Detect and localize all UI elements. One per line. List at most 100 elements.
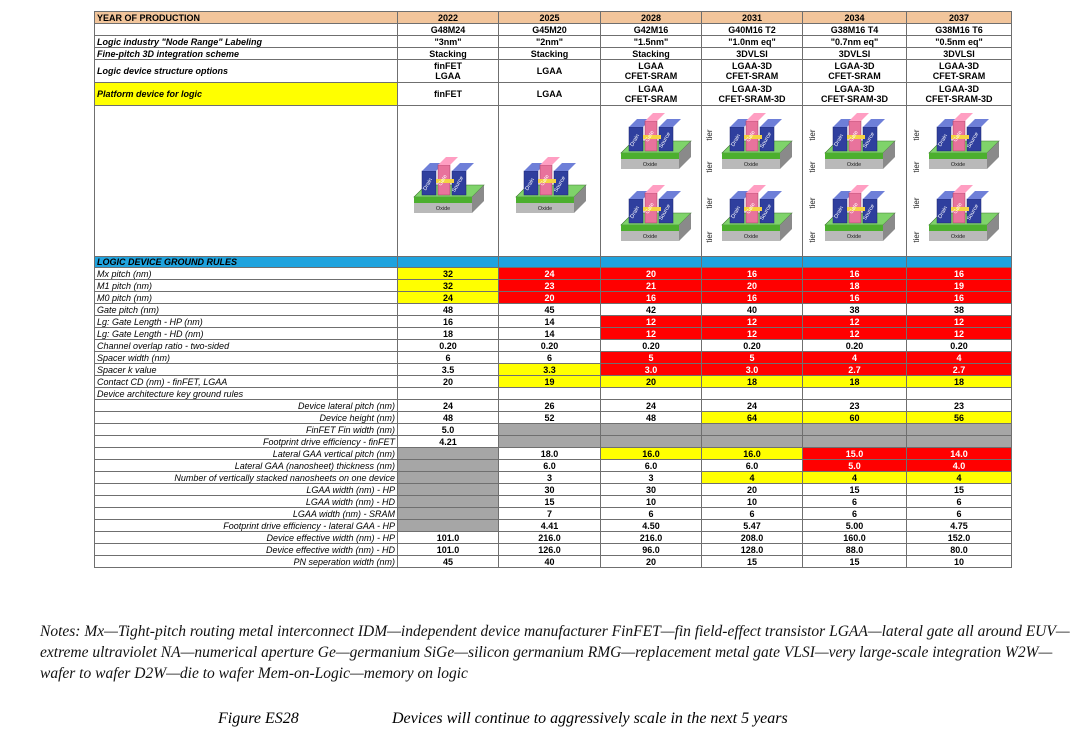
rule-value: 40 xyxy=(701,303,803,316)
integration-label: Fine-pitch 3D integration scheme xyxy=(94,47,398,60)
section-cell xyxy=(906,256,1012,268)
arch-rule-value: 3 xyxy=(600,471,702,484)
arch-rule-value xyxy=(600,435,702,448)
arch-rule-value xyxy=(498,423,601,436)
arch-rule-value: 15 xyxy=(701,555,803,568)
arch-rule-value: 4 xyxy=(906,471,1012,484)
diagram-text: Oxide xyxy=(846,234,860,240)
node-code-cell: G38M16 T6 xyxy=(906,23,1012,36)
arch-rule-value xyxy=(397,495,499,508)
rule-value: 16 xyxy=(906,291,1012,304)
arch-empty-cell xyxy=(600,387,702,400)
arch-rule-value: 30 xyxy=(498,483,601,496)
node-code-cell: G38M16 T4 xyxy=(802,23,907,36)
section-cell xyxy=(498,256,601,268)
table-row: Contact CD (nm) - finFET, LGAA 20 19 20 18 18… xyxy=(94,375,1012,388)
arch-rule-value: 56 xyxy=(906,411,1012,424)
rule-label: Spacer width (nm) xyxy=(94,351,398,364)
arch-rule-value: 16.0 xyxy=(600,447,702,460)
rule-value: 38 xyxy=(802,303,907,316)
table-row: LGAA width (nm) - SRAM 7 6 6 6 6 xyxy=(94,507,1012,520)
arch-rule-value: 6 xyxy=(701,507,803,520)
rule-label: Spacer k value xyxy=(94,363,398,376)
diagram-text: Gate xyxy=(848,202,859,215)
arch-rule-value: 15 xyxy=(906,483,1012,496)
arch-rule-value: 23 xyxy=(802,399,907,412)
table-row: Lg: Gate Length - HD (nm) 18 14 12 12 12 12 xyxy=(94,327,1012,340)
diagram-text: Oxide xyxy=(436,206,450,212)
arch-rule-value: 18.0 xyxy=(498,447,601,460)
platform-cell: LGAA-3D CFET-SRAM-3D xyxy=(701,82,803,106)
arch-empty-cell xyxy=(498,387,601,400)
arch-rule-value: 5.0 xyxy=(397,423,499,436)
diagram-text: tier xyxy=(912,129,921,140)
arch-rule-value: 20 xyxy=(600,555,702,568)
table-row: Platform device for logic finFET LGAA LGAA C… xyxy=(94,82,1012,106)
platform-cell-line: LGAA xyxy=(638,84,664,94)
arch-rule-value: 10 xyxy=(701,495,803,508)
arch-rule-value: 6.0 xyxy=(701,459,803,472)
arch-rule-value: 24 xyxy=(397,399,499,412)
table-row: Device effective width (nm) - HD 101.0 126… xyxy=(94,543,1012,556)
diagram-text: Oxide xyxy=(951,234,965,240)
arch-rule-label: LGAA width (nm) - HD xyxy=(94,495,398,508)
rule-value: 12 xyxy=(906,315,1012,328)
rule-value: 12 xyxy=(600,315,702,328)
integration-cell: 3DVLSI xyxy=(802,47,907,60)
rule-value: 12 xyxy=(906,327,1012,340)
integration-cell: Stacking xyxy=(498,47,601,60)
rule-value: 14 xyxy=(498,315,601,328)
rule-value: 0.20 xyxy=(498,339,601,352)
diagram-text: Gate xyxy=(539,174,550,187)
table-row: M0 pitch (nm) 24 20 16 16 16 16 xyxy=(94,291,1012,304)
table-row: Lg: Gate Length - HP (nm) 16 14 12 12 12 12 xyxy=(94,315,1012,328)
arch-rule-value xyxy=(397,519,499,532)
rule-label: M0 pitch (nm) xyxy=(94,291,398,304)
structure-cell: LGAA-3D CFET-SRAM xyxy=(802,59,907,83)
arch-rule-value: 126.0 xyxy=(498,543,601,556)
arch-rule-value: 16.0 xyxy=(701,447,803,460)
structure-cell-line: LGAA-3D xyxy=(939,61,979,71)
figure-caption: Devices will continue to aggressively sc… xyxy=(392,710,788,727)
arch-rule-value: 6 xyxy=(906,495,1012,508)
arch-rule-value: 80.0 xyxy=(906,543,1012,556)
diagram-text: tier xyxy=(912,161,921,172)
structure-cell: LGAA xyxy=(498,59,601,83)
integration-cell: 3DVLSI xyxy=(906,47,1012,60)
arch-rule-value: 4.41 xyxy=(498,519,601,532)
structure-cell-line: CFET-SRAM xyxy=(624,71,678,81)
rule-value: 19 xyxy=(498,375,601,388)
structure-cell-line: LGAA xyxy=(638,61,664,71)
arch-rule-label: Device lateral pitch (nm) xyxy=(94,399,398,412)
arch-rule-value: 6 xyxy=(802,507,907,520)
arch-rule-value xyxy=(397,459,499,472)
rule-value: 12 xyxy=(701,327,803,340)
table-row: Number of vertically stacked nanosheets … xyxy=(94,471,1012,484)
arch-rule-value: 4.21 xyxy=(397,435,499,448)
arch-rule-value: 88.0 xyxy=(802,543,907,556)
arch-rule-value: 4.75 xyxy=(906,519,1012,532)
rule-value: 3.3 xyxy=(498,363,601,376)
diagram-text: tier xyxy=(912,197,921,208)
year-cell: 2022 xyxy=(397,11,499,24)
rule-value: 16 xyxy=(397,315,499,328)
arch-rule-label: LGAA width (nm) - SRAM xyxy=(94,507,398,520)
platform-cell: LGAA CFET-SRAM xyxy=(600,82,702,106)
arch-rule-value: 6 xyxy=(600,507,702,520)
diagram-text: Oxide xyxy=(537,206,551,212)
table-row: Device lateral pitch (nm) 24 26 24 24 23 23 xyxy=(94,399,1012,412)
rule-value: 3.0 xyxy=(600,363,702,376)
structure-label: Logic device structure options xyxy=(94,59,398,83)
rule-value: 6 xyxy=(397,351,499,364)
arch-rule-value: 4.50 xyxy=(600,519,702,532)
year-cell: 2034 xyxy=(802,11,907,24)
arch-rule-value: 6.0 xyxy=(600,459,702,472)
rule-value: 12 xyxy=(701,315,803,328)
arch-rule-value: 24 xyxy=(701,399,803,412)
rule-value: 2.7 xyxy=(802,363,907,376)
integration-cell: 3DVLSI xyxy=(701,47,803,60)
rule-value: 16 xyxy=(802,267,907,280)
